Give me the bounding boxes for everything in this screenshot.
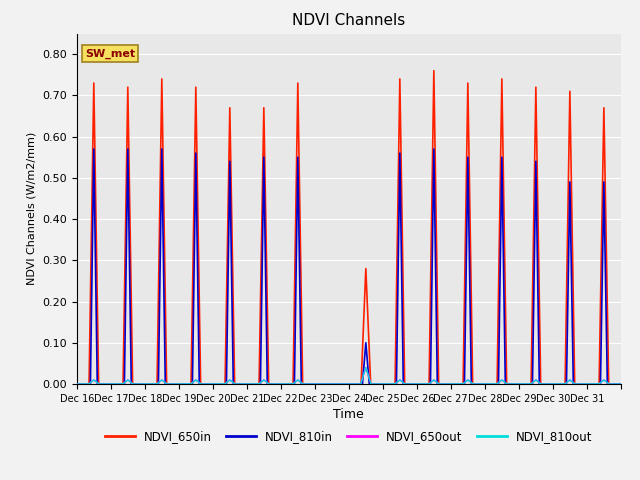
Y-axis label: NDVI Channels (W/m2/mm): NDVI Channels (W/m2/mm) [27, 132, 36, 286]
Legend: NDVI_650in, NDVI_810in, NDVI_650out, NDVI_810out: NDVI_650in, NDVI_810in, NDVI_650out, NDV… [100, 426, 597, 448]
Title: NDVI Channels: NDVI Channels [292, 13, 405, 28]
Text: SW_met: SW_met [85, 48, 135, 59]
X-axis label: Time: Time [333, 408, 364, 421]
